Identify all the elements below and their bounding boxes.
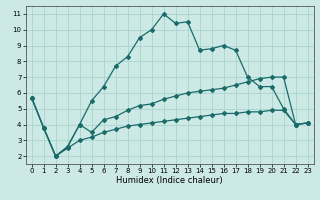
X-axis label: Humidex (Indice chaleur): Humidex (Indice chaleur) (116, 176, 223, 185)
